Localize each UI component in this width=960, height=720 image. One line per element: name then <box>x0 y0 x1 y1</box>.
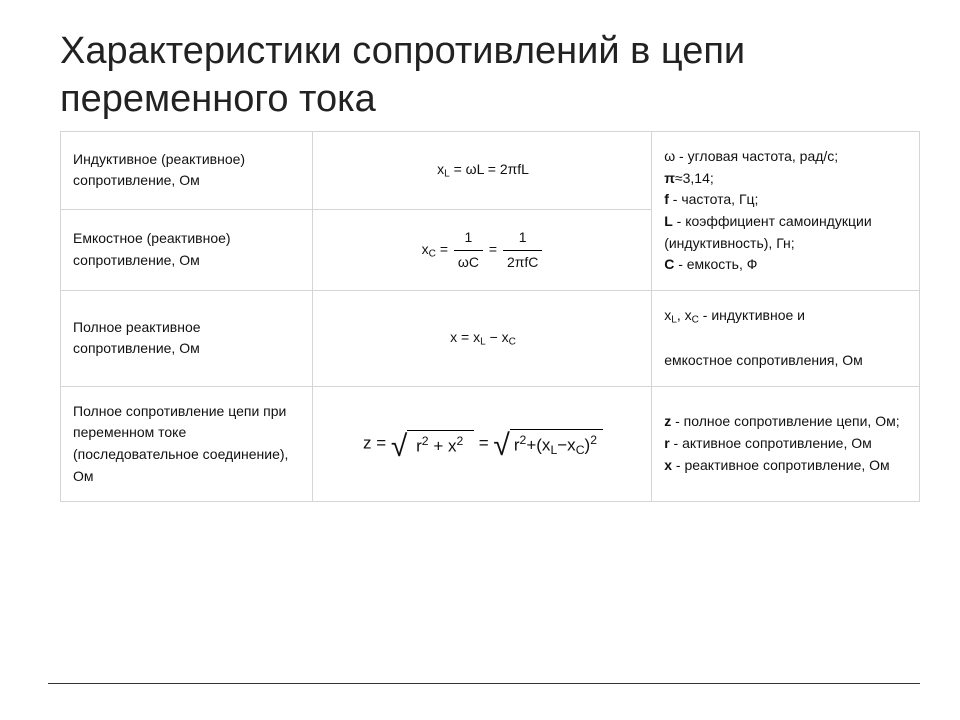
formula-cell: z = √ r2 + x2 = √r2+(xL−xC)2 <box>312 386 651 502</box>
formula-cell: x = xL − xC <box>312 291 651 387</box>
legend-cell: xL, xC - индуктивное иемкостное сопротив… <box>652 291 920 387</box>
table-row: Полное сопротивление цепи при переменном… <box>61 386 920 502</box>
table-row: Индуктивное (реактивное) сопротивление, … <box>61 132 920 210</box>
desc-cell: Емкостное (реактивное) сопротивление, Ом <box>61 209 313 290</box>
footer-divider <box>48 683 920 684</box>
desc-cell: Полное реактивное сопротивление, Ом <box>61 291 313 387</box>
page-title: Характеристики сопротивлений в цепи пере… <box>60 28 920 123</box>
formula-cell: xL = ωL = 2πfL <box>312 132 651 210</box>
formula-table: Индуктивное (реактивное) сопротивление, … <box>60 131 920 502</box>
desc-cell: Полное сопротивление цепи при переменном… <box>61 386 313 502</box>
formula-cell: xC = 1ωC = 12πfC <box>312 209 651 290</box>
desc-cell: Индуктивное (реактивное) сопротивление, … <box>61 132 313 210</box>
slide: Характеристики сопротивлений в цепи пере… <box>0 0 960 720</box>
table-row: Полное реактивное сопротивление, Ом x = … <box>61 291 920 387</box>
legend-cell: ω - угловая частота, рад/с;π≈3,14;f - ча… <box>652 132 920 291</box>
legend-cell: z - полное сопротивление цепи, Ом;r - ак… <box>652 386 920 502</box>
